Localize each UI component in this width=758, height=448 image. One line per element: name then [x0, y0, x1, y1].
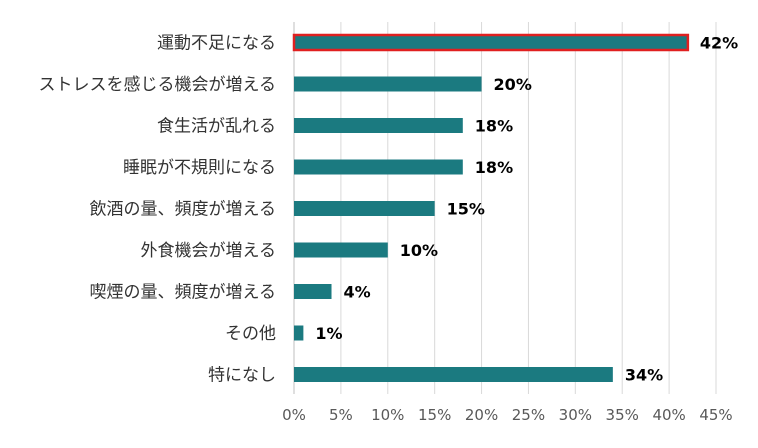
bar — [294, 367, 613, 382]
category-label: ストレスを感じる機会が増える — [39, 75, 277, 95]
category-label: その他 — [225, 324, 276, 344]
x-tick-label: 25% — [512, 406, 545, 424]
bar-highlighted — [292, 33, 690, 52]
x-tick-label: 30% — [559, 406, 592, 424]
category-label: 飲酒の量、頻度が増える — [90, 200, 277, 220]
data-label: 18% — [475, 117, 513, 136]
data-label: 20% — [494, 75, 532, 94]
bar — [294, 284, 332, 299]
category-label: 外食機会が増える — [141, 241, 277, 261]
x-tick-label: 45% — [699, 406, 732, 424]
category-label: 食生活が乱れる — [157, 117, 276, 137]
data-label: 10% — [400, 241, 438, 260]
x-tick-label: 40% — [652, 406, 685, 424]
x-tick-label: 35% — [606, 406, 639, 424]
bar — [294, 159, 463, 175]
data-label: 15% — [447, 200, 485, 219]
x-tick-label: 15% — [418, 406, 451, 424]
data-label: 4% — [344, 283, 371, 302]
x-tick-label: 5% — [329, 406, 353, 424]
data-label: 1% — [315, 324, 342, 343]
x-tick-labels: 0% 5% 10% 15% 20% 25% 30% 35% 40% 45% — [282, 406, 733, 424]
bar — [294, 201, 435, 216]
category-label: 睡眠が不規則になる — [123, 158, 276, 178]
bar — [294, 242, 388, 258]
x-tick-label: 20% — [465, 406, 498, 424]
category-labels: 運動不足になるストレスを感じる機会が増える食生活が乱れる睡眠が不規則になる飲酒の… — [39, 34, 277, 386]
value-labels: 42% 20% 18% 18% 15% 10% 4% 1% 34% — [315, 34, 738, 385]
bar — [294, 118, 463, 133]
x-tick-label: 0% — [282, 406, 306, 424]
data-label: 34% — [625, 366, 663, 385]
bar — [294, 76, 482, 92]
bar — [294, 325, 304, 341]
category-label: 運動不足になる — [157, 34, 276, 54]
category-label: 特になし — [208, 366, 276, 386]
category-label: 喫煙の量、頻度が増える — [90, 283, 277, 303]
data-label: 42% — [700, 34, 738, 53]
x-tick-label: 10% — [371, 406, 404, 424]
bars — [292, 33, 690, 382]
data-label: 18% — [475, 158, 513, 177]
